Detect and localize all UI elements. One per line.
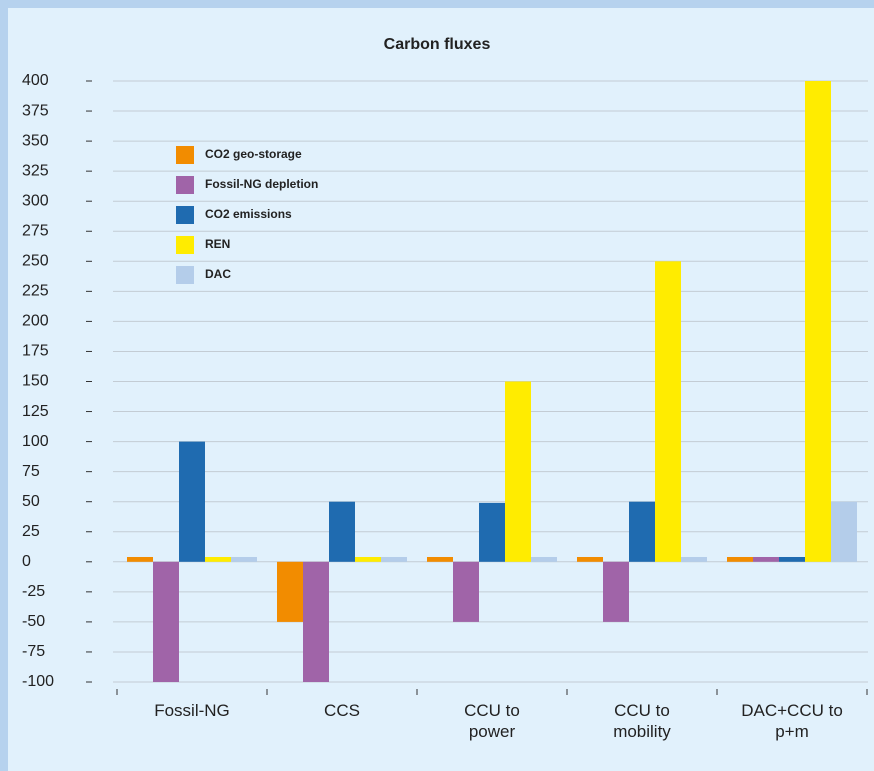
legend-label: REN	[205, 237, 230, 251]
y-tick-label: 225	[22, 283, 49, 300]
legend-swatch	[176, 176, 194, 194]
y-tick-label: 350	[22, 132, 49, 149]
y-tick-label: 400	[22, 72, 49, 89]
bar	[303, 561, 329, 682]
legend-swatch	[176, 266, 194, 284]
bar	[231, 556, 257, 562]
x-tick-label: DAC+CCU to p+m	[741, 701, 843, 741]
y-tick-label: 50	[22, 493, 40, 510]
x-tick-label: CCU to power	[464, 701, 520, 741]
y-tick-label: 275	[22, 222, 49, 239]
y-tick-label: 0	[22, 553, 31, 570]
chart-panel	[8, 8, 874, 771]
y-tick-label: 125	[22, 403, 49, 420]
y-tick-label: 175	[22, 343, 49, 360]
y-tick-label: 75	[22, 463, 40, 480]
bar	[381, 556, 407, 562]
bar	[329, 501, 355, 562]
legend-swatch	[176, 146, 194, 164]
y-tick-label: 250	[22, 253, 49, 270]
bar	[779, 556, 805, 562]
y-tick-label: 25	[22, 523, 40, 540]
bar	[505, 381, 531, 562]
bar	[603, 561, 629, 622]
legend-label: CO2 emissions	[205, 207, 292, 221]
bar	[727, 556, 753, 562]
bar	[577, 556, 603, 562]
y-tick-label: 325	[22, 162, 49, 179]
y-tick-label: 200	[22, 313, 49, 330]
bar	[453, 561, 479, 622]
chart-title: Carbon fluxes	[384, 36, 491, 53]
bar	[355, 556, 381, 562]
bar	[205, 556, 231, 562]
bar	[127, 556, 153, 562]
bar	[277, 561, 303, 622]
y-tick-label: 375	[22, 102, 49, 119]
y-tick-label: -100	[22, 673, 54, 690]
bar	[681, 556, 707, 562]
y-tick-label: -25	[22, 583, 45, 600]
legend-swatch	[176, 206, 194, 224]
x-tick-label: CCU to mobility	[613, 701, 671, 741]
bar	[179, 441, 205, 562]
x-tick-label: CCS	[324, 701, 360, 720]
y-tick-label: -50	[22, 613, 45, 630]
legend-swatch	[176, 236, 194, 254]
bar	[427, 556, 453, 562]
legend-label: CO2 geo-storage	[205, 147, 302, 161]
bar	[753, 556, 779, 562]
y-tick-label: 150	[22, 373, 49, 390]
bar	[805, 81, 831, 562]
y-tick-label: 100	[22, 433, 49, 450]
y-tick-label: 300	[22, 192, 49, 209]
legend-label: DAC	[205, 267, 231, 281]
bar	[479, 502, 505, 562]
x-tick-label: Fossil-NG	[154, 701, 230, 720]
y-tick-label: -75	[22, 643, 45, 660]
legend-label: Fossil-NG depletion	[205, 177, 318, 191]
bar	[153, 561, 179, 682]
bar	[831, 501, 857, 562]
bar	[531, 556, 557, 562]
bar	[629, 501, 655, 562]
bar	[655, 261, 681, 562]
